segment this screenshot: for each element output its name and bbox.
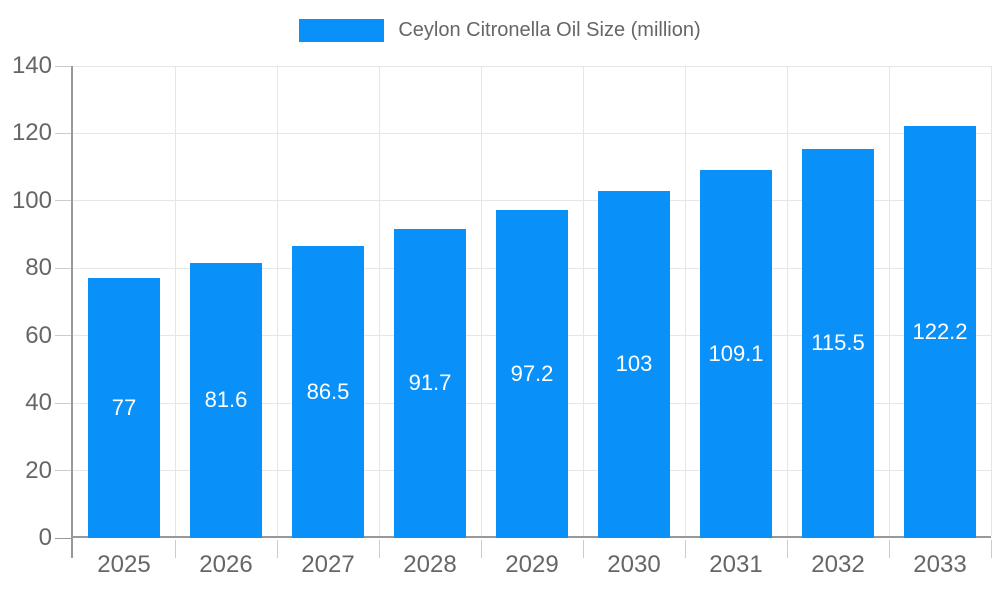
y-axis-tick [55, 267, 73, 269]
bar-2025: 77 [88, 278, 160, 538]
x-axis-label: 2033 [913, 551, 967, 578]
y-gridline [73, 65, 991, 67]
x-gridline [378, 66, 380, 536]
y-axis-tick [55, 335, 73, 337]
x-axis-label: 2028 [403, 551, 457, 578]
bar-value-label: 115.5 [811, 330, 865, 356]
x-axis-tick [582, 540, 584, 558]
y-axis-label: 120 [11, 119, 52, 147]
x-gridline [888, 66, 890, 536]
y-axis-label: 80 [25, 254, 52, 282]
bar-2030: 103 [598, 190, 670, 538]
plot-area: 0 20 40 60 80 100 120 140 77 2025 81.6 2026 86.5 2027… [12, 54, 992, 578]
y-axis-label: 0 [38, 524, 52, 551]
x-axis-label: 2030 [607, 551, 661, 578]
x-gridline [174, 66, 176, 536]
x-axis-tick [786, 540, 788, 558]
y-gridline [73, 200, 991, 202]
legend-swatch [299, 19, 385, 42]
y-axis-label: 60 [25, 321, 52, 349]
x-gridline [990, 66, 992, 536]
bar-2029: 97.2 [496, 210, 568, 538]
bar-value-label: 81.6 [204, 387, 248, 413]
x-gridline [480, 66, 482, 536]
x-axis-label: 2031 [709, 551, 763, 578]
x-axis-tick [378, 540, 380, 558]
bar-2032: 115.5 [802, 148, 874, 538]
y-axis-tick [55, 65, 73, 67]
x-axis-label: 2032 [811, 551, 865, 578]
y-axis-tick [55, 402, 73, 404]
x-gridline [684, 66, 686, 536]
bar-2031: 109.1 [700, 170, 772, 538]
bar-value-label: 97.2 [510, 361, 554, 387]
x-gridline [276, 66, 278, 536]
bar-value-label: 103 [615, 351, 653, 377]
x-gridline [582, 66, 584, 536]
x-axis-label: 2027 [301, 551, 355, 578]
bar-2028: 91.7 [394, 228, 466, 538]
legend-label: Ceylon Citronella Oil Size (million) [398, 19, 701, 41]
x-gridline [786, 66, 788, 536]
bar-2026: 81.6 [190, 262, 262, 538]
x-axis-tick [174, 540, 176, 558]
x-axis-label: 2026 [199, 551, 253, 578]
y-axis-tick [55, 537, 73, 539]
y-axis-label: 100 [11, 186, 52, 214]
y-axis-label: 140 [11, 52, 52, 79]
bar-2033: 122.2 [904, 126, 976, 538]
y-axis-tick [55, 200, 73, 202]
y-axis-line [71, 66, 73, 558]
x-axis-label: 2025 [97, 551, 151, 578]
x-axis-tick [684, 540, 686, 558]
bar-value-label: 91.7 [408, 370, 452, 396]
chart-legend[interactable]: Ceylon Citronella Oil Size (million) [0, 19, 1000, 42]
x-axis-tick [480, 540, 482, 558]
x-axis-label: 2029 [505, 551, 559, 578]
x-axis-tick [276, 540, 278, 558]
y-gridline [73, 132, 991, 134]
bar-2027: 86.5 [292, 246, 364, 538]
y-axis-label: 40 [25, 389, 52, 417]
x-axis-tick [990, 540, 992, 558]
y-axis-label: 20 [25, 456, 52, 484]
y-axis-tick [55, 470, 73, 472]
bar-value-label: 86.5 [306, 379, 350, 405]
bar-value-label: 77 [111, 395, 137, 421]
x-axis-tick [888, 540, 890, 558]
bar-value-label: 109.1 [708, 341, 764, 367]
y-axis-tick [55, 132, 73, 134]
bar-value-label: 122.2 [912, 318, 968, 344]
